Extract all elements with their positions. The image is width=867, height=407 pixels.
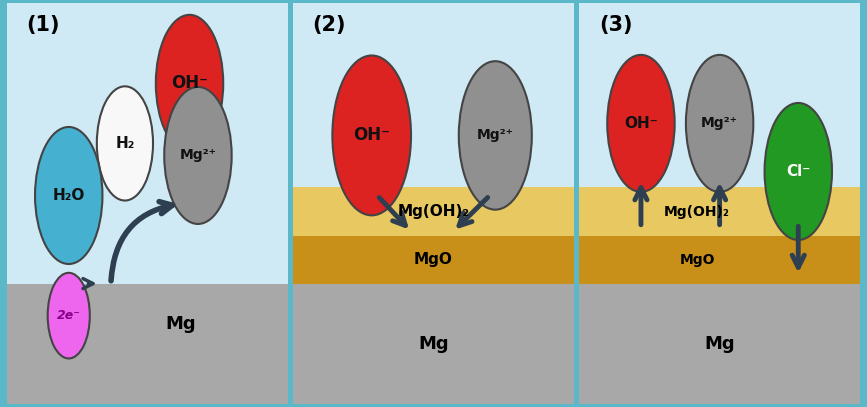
Text: Mg: Mg [704,335,735,353]
FancyBboxPatch shape [293,3,574,404]
Text: Mg²⁺: Mg²⁺ [179,149,217,162]
Text: Mg(OH)₂: Mg(OH)₂ [664,204,730,219]
Text: OH⁻: OH⁻ [171,74,208,92]
FancyBboxPatch shape [7,3,288,404]
Text: H₂: H₂ [115,136,134,151]
Text: Mg²⁺: Mg²⁺ [701,116,738,130]
Ellipse shape [765,103,832,240]
FancyBboxPatch shape [579,3,860,404]
Text: OH⁻: OH⁻ [624,116,658,131]
Ellipse shape [48,273,90,359]
FancyBboxPatch shape [579,236,860,284]
Ellipse shape [607,55,675,192]
Text: MgO: MgO [680,253,715,267]
Ellipse shape [156,15,223,152]
Text: Mg: Mg [166,315,197,333]
Text: Mg: Mg [418,335,449,353]
Ellipse shape [97,86,153,201]
Ellipse shape [164,87,231,224]
Text: H₂O: H₂O [53,188,85,203]
Ellipse shape [686,55,753,192]
Text: Cl⁻: Cl⁻ [786,164,811,179]
Ellipse shape [35,127,102,264]
Text: Mg(OH)₂: Mg(OH)₂ [397,204,470,219]
Text: MgO: MgO [414,252,453,267]
FancyBboxPatch shape [293,284,574,404]
Text: (1): (1) [27,15,60,35]
Ellipse shape [332,55,411,215]
FancyBboxPatch shape [579,188,860,236]
Text: 2e⁻: 2e⁻ [57,309,81,322]
FancyBboxPatch shape [293,236,574,284]
FancyBboxPatch shape [7,284,288,404]
FancyBboxPatch shape [293,188,574,236]
FancyBboxPatch shape [579,284,860,404]
Text: Mg²⁺: Mg²⁺ [477,129,514,142]
Text: (3): (3) [599,15,632,35]
Text: OH⁻: OH⁻ [353,127,390,144]
Text: (2): (2) [313,15,346,35]
Ellipse shape [459,61,531,210]
